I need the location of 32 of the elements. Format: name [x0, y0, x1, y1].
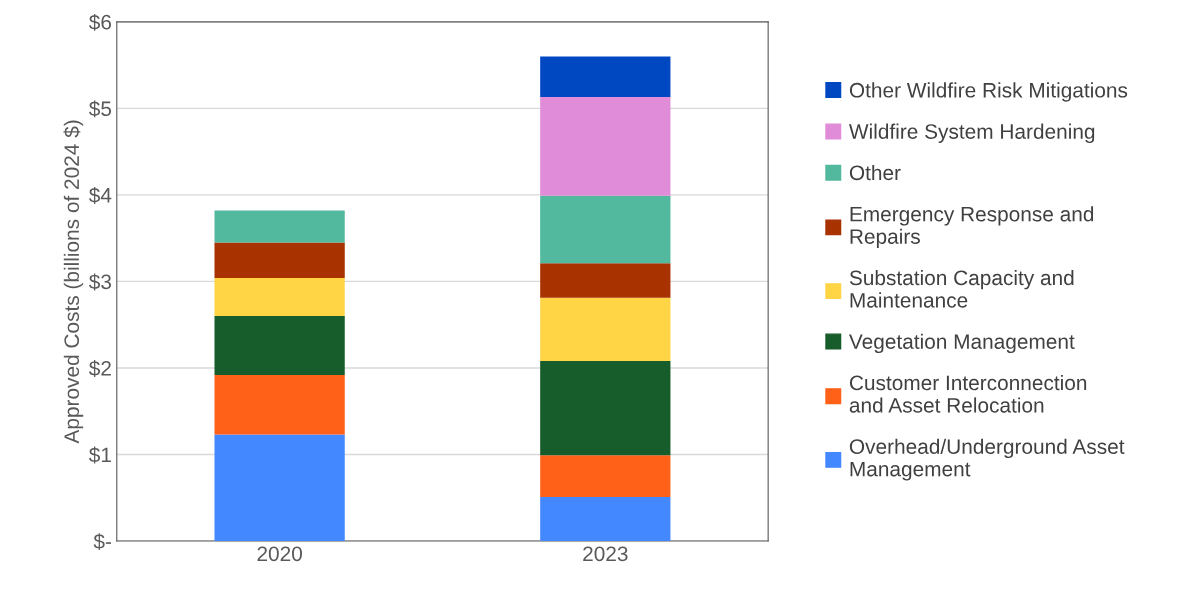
bar [214, 316, 345, 375]
bar [540, 455, 671, 497]
bar [540, 361, 671, 456]
y-tick-label: $1 [88, 446, 111, 464]
x-tick-label: 2020 [257, 546, 302, 562]
y-tick-label: $4 [88, 187, 112, 204]
legend-label: Other [849, 164, 901, 181]
bar [214, 242, 345, 278]
bar [540, 263, 671, 298]
bar [540, 56, 671, 98]
bar [214, 277, 345, 317]
bar [214, 434, 345, 542]
legend-label: Other Wildfire Risk Mitigations [849, 82, 1128, 102]
y-tick-label: $3 [88, 273, 112, 291]
y-tick-label: $- [93, 533, 111, 551]
bar [540, 297, 671, 362]
legend-label: Overhead/Underground Asset Management [849, 438, 1125, 481]
legend-label: Vegetation Management [848, 333, 1075, 354]
legend-label: Wildfire System Hardening [848, 123, 1095, 144]
legend-label: Customer Interconnection and Asset Relocation [849, 374, 1087, 413]
bar [214, 210, 345, 243]
bar [540, 195, 671, 264]
y-tick-label: $6 [88, 13, 112, 31]
y-tick-label: $2 [88, 360, 111, 377]
y-tick-label: $5 [88, 100, 112, 118]
legend-label: Emergency Response and Repairs [850, 206, 1094, 249]
legend-label: Substation Capacity and Maintenance [849, 269, 1074, 308]
x-tick-label: 2023 [583, 546, 628, 562]
bar [214, 374, 345, 435]
y-axis-title: Approved Costs (billions of 2024 $) [63, 120, 84, 444]
bar [540, 496, 671, 542]
bar [540, 97, 671, 196]
